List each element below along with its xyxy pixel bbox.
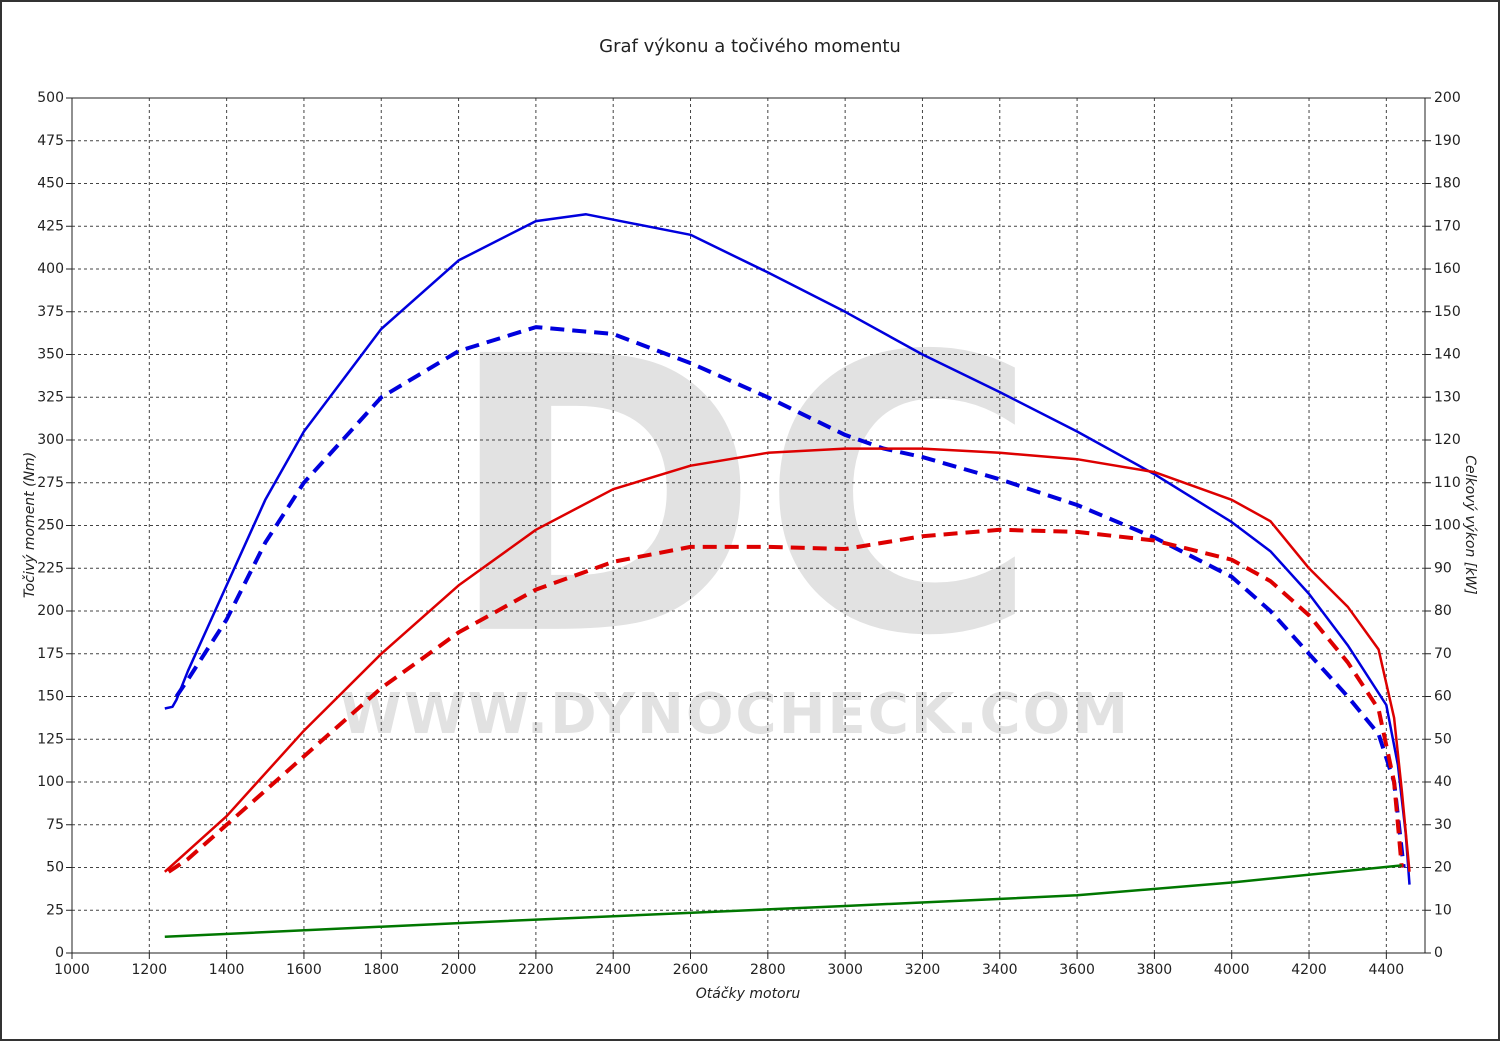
y2-tick-label: 10 <box>1434 902 1452 918</box>
y2-axis-title: Celkový výkon [kW] <box>1462 455 1478 594</box>
y2-tick-label: 110 <box>1434 475 1461 491</box>
y2-tick-label: 180 <box>1434 176 1461 192</box>
x-tick-label: 2800 <box>750 962 786 978</box>
y-tick-label: 200 <box>37 603 64 619</box>
chart-title: Graf výkonu a točivého momentu <box>599 36 901 57</box>
x-tick-label: 4200 <box>1291 962 1327 978</box>
series-line <box>167 527 1404 874</box>
y2-tick-label: 50 <box>1434 731 1452 747</box>
y-tick-label: 350 <box>37 347 64 363</box>
x-tick-label: 3200 <box>905 962 941 978</box>
y-tick-label: 275 <box>37 475 64 491</box>
y2-tick-label: 170 <box>1434 218 1461 234</box>
y-tick-label: 125 <box>37 731 64 747</box>
x-tick-label: 2000 <box>441 962 477 978</box>
y-tick-label: 100 <box>37 774 64 790</box>
y2-tick-label: 140 <box>1434 347 1461 363</box>
y-tick-label: 25 <box>46 902 64 918</box>
y2-tick-label: 70 <box>1434 646 1452 662</box>
series-line <box>164 213 1411 885</box>
y2-tick-label: 120 <box>1434 432 1461 448</box>
x-tick-label: 1600 <box>286 962 322 978</box>
x-tick-label: 2400 <box>595 962 631 978</box>
y-tick-label: 450 <box>37 176 64 192</box>
watermark: DC WWW.DYNOCHECK.COM <box>340 276 1130 747</box>
y-tick-label: 300 <box>37 432 64 448</box>
x-axis-title: Otáčky motoru <box>696 986 801 1002</box>
watermark-url: WWW.DYNOCHECK.COM <box>340 682 1130 747</box>
y2-tick-label: 60 <box>1434 689 1452 705</box>
y2-tick-label: 130 <box>1434 389 1461 405</box>
y-tick-label: 500 <box>37 90 64 106</box>
y2-tick-label: 200 <box>1434 90 1461 106</box>
x-tick-label: 4400 <box>1369 962 1405 978</box>
y-tick-label: 50 <box>46 860 64 876</box>
x-tick-label: 3000 <box>827 962 863 978</box>
y2-tick-label: 100 <box>1434 518 1461 534</box>
y-tick-label: 250 <box>37 518 64 534</box>
y-tick-label: 400 <box>37 261 64 277</box>
y-tick-label: 225 <box>37 560 64 576</box>
x-tick-label: 1800 <box>363 962 399 978</box>
y-tick-label: 175 <box>37 646 64 662</box>
y-tick-label: 375 <box>37 304 64 320</box>
y-tick-label: 75 <box>46 817 64 833</box>
y2-tick-label: 0 <box>1434 945 1443 961</box>
y-tick-label: 150 <box>37 689 64 705</box>
x-tick-label: 4000 <box>1214 962 1250 978</box>
x-tick-label: 1000 <box>54 962 90 978</box>
y-tick-label: 0 <box>55 945 64 961</box>
y2-tick-label: 90 <box>1434 560 1452 576</box>
y-tick-label: 425 <box>37 218 64 234</box>
y-tick-label: 475 <box>37 133 64 149</box>
series-line <box>164 864 1402 939</box>
x-tick-label: 1400 <box>209 962 245 978</box>
x-tick-label: 2600 <box>673 962 709 978</box>
y2-tick-label: 150 <box>1434 304 1461 320</box>
y2-tick-label: 20 <box>1434 860 1452 876</box>
x-tick-label: 2200 <box>518 962 554 978</box>
y2-tick-label: 190 <box>1434 133 1461 149</box>
x-tick-label: 3800 <box>1137 962 1173 978</box>
x-tick-label: 3600 <box>1059 962 1095 978</box>
watermark-logo: DC <box>445 276 1039 719</box>
y-tick-label: 325 <box>37 389 64 405</box>
y2-tick-label: 80 <box>1434 603 1452 619</box>
y2-tick-label: 160 <box>1434 261 1461 277</box>
y2-tick-label: 30 <box>1434 817 1452 833</box>
y2-tick-label: 40 <box>1434 774 1452 790</box>
x-tick-label: 3400 <box>982 962 1018 978</box>
plot-frame <box>71 97 1426 954</box>
series-line <box>163 447 1411 873</box>
x-tick-label: 1200 <box>131 962 167 978</box>
y-axis-title: Točivý moment (Nm) <box>22 452 38 598</box>
